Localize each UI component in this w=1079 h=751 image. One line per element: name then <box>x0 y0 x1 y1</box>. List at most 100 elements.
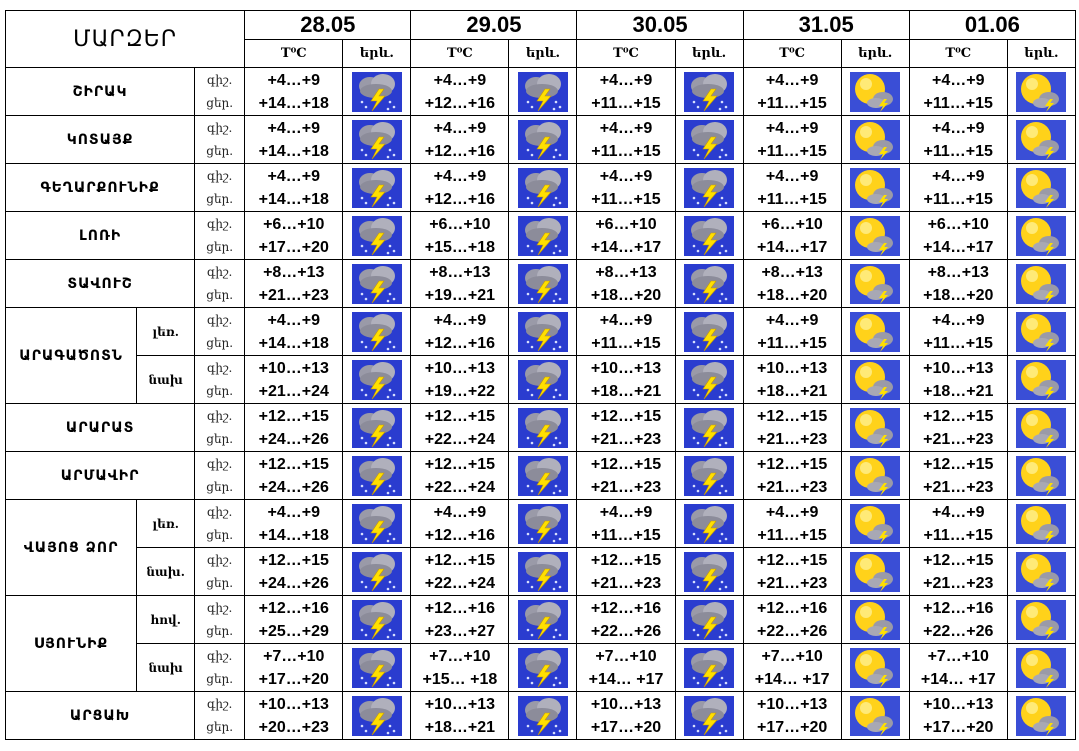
temperature-cell: +10…+13 +17…+20 <box>576 691 676 740</box>
night-temperature: +6…+10 <box>927 215 989 233</box>
night-temperature: +4…+9 <box>599 71 653 89</box>
region-name: ԿՈՏԱՅՔ <box>4 115 196 164</box>
weather-cell <box>1006 595 1077 644</box>
day-temperature: +22…+26 <box>923 622 994 640</box>
date-header: 01.06 <box>908 10 1077 40</box>
sun-behind-cloud-icon <box>1008 455 1074 496</box>
weather-cell <box>1006 547 1077 596</box>
temperature-cell: +8…+13 +18…+20 <box>576 259 676 308</box>
day-temperature: +12…+16 <box>424 142 496 160</box>
thunderstorm-icon <box>676 263 742 304</box>
day-label: ցեր. <box>206 143 234 158</box>
day-temperature: +17…+20 <box>258 670 329 688</box>
temperature-cell: +4…+9 +11…+15 <box>908 499 1008 548</box>
temperature-cell: +10…+13 +18…+21 <box>908 355 1008 404</box>
sun-behind-cloud-icon <box>842 359 908 400</box>
thunderstorm-icon <box>676 71 742 112</box>
day-temperature: +14…+17 <box>590 238 662 256</box>
night-temperature: +4…+9 <box>599 167 653 185</box>
region-name: ԱՐԱՐԱՏ <box>4 403 196 452</box>
sun-behind-cloud-icon <box>842 119 908 160</box>
temperature-cell: +4…+9 +11…+15 <box>576 499 676 548</box>
day-temperature: +11…+15 <box>757 526 827 544</box>
date-header: 31.05 <box>742 10 910 40</box>
weather-cell <box>342 163 412 212</box>
temperature-cell: +12…+16 +22…+26 <box>742 595 842 644</box>
thunderstorm-icon <box>676 551 742 592</box>
temperature-cell: +4…+9 +14…+18 <box>244 115 344 164</box>
night-temperature: +12…+16 <box>756 599 828 617</box>
day-night-labels: գիշ. ցեր. <box>194 451 246 500</box>
night-temperature: +12…+15 <box>756 455 828 473</box>
night-temperature: +10…+13 <box>258 695 329 713</box>
thunderstorm-icon <box>510 215 576 256</box>
temperature-cell: +6…+10 +17…+20 <box>244 211 344 260</box>
day-label: ցեր. <box>206 527 234 542</box>
temperature-cell: +4…+9 +11…+15 <box>742 115 842 164</box>
day-night-labels: գիշ. ցեր. <box>194 307 246 356</box>
night-temperature: +12…+16 <box>424 599 496 617</box>
day-night-labels: գիշ. ցեր. <box>194 115 246 164</box>
day-temperature: +24…+26 <box>258 430 329 448</box>
night-temperature: +12…+15 <box>258 551 329 569</box>
day-temperature: +14…+18 <box>258 94 329 112</box>
weather-column-header: երև. <box>1006 39 1077 68</box>
weather-cell <box>674 115 744 164</box>
thunderstorm-icon <box>510 695 576 736</box>
night-label: գիշ. <box>207 456 233 471</box>
sun-behind-cloud-icon <box>842 599 908 640</box>
weather-cell <box>674 691 744 740</box>
weather-cell <box>674 595 744 644</box>
day-label: ցեր. <box>206 335 234 350</box>
weather-cell <box>1006 691 1077 740</box>
weather-cell <box>1006 67 1077 116</box>
weather-cell <box>674 499 744 548</box>
temperature-cell: +4…+9 +11…+15 <box>742 67 842 116</box>
temperature-cell: +10…+13 +21…+24 <box>244 355 344 404</box>
forecast-table: ՄԱՐԶԵՐ 28.05 29.05 30.05 31.05 01.06 T⁰C… <box>4 10 1077 740</box>
night-temperature: +12…+15 <box>590 455 662 473</box>
weather-cell <box>508 355 578 404</box>
temperature-cell: +12…+15 +21…+23 <box>742 547 842 596</box>
sun-behind-cloud-icon <box>1008 599 1074 640</box>
day-label: ցեր. <box>206 623 234 638</box>
temperature-cell: +7…+10 +17…+20 <box>244 643 344 692</box>
night-label: գիշ. <box>207 504 233 519</box>
night-temperature: +6…+10 <box>263 215 325 233</box>
night-temperature: +4…+9 <box>433 503 487 521</box>
night-temperature: +12…+15 <box>590 551 662 569</box>
day-temperature: +22…+26 <box>590 622 662 640</box>
thunderstorm-icon <box>676 119 742 160</box>
temperature-cell: +10…+13 +18…+21 <box>410 691 510 740</box>
sun-behind-cloud-icon <box>842 215 908 256</box>
day-temperature: +23…+27 <box>424 622 496 640</box>
day-label: ցեր. <box>206 95 234 110</box>
night-temperature: +12…+15 <box>923 455 994 473</box>
day-temperature: +14… +17 <box>588 670 664 688</box>
thunderstorm-icon <box>344 71 410 112</box>
weather-cell <box>342 115 412 164</box>
temperature-column-header: T⁰C <box>576 39 676 68</box>
temperature-cell: +4…+9 +11…+15 <box>908 163 1008 212</box>
weather-cell <box>840 307 910 356</box>
day-label: ցեր. <box>206 479 234 494</box>
thunderstorm-icon <box>510 167 576 208</box>
day-temperature: +12…+16 <box>424 526 496 544</box>
table-row: ՍՅՈՒՆԻՔ հով. գիշ. ցեր. +12…+16 +25…+29 +12…+16… <box>4 595 1077 692</box>
region-name: ԳԵՂԱՐՔՈՒՆԻՔ <box>4 163 196 212</box>
weather-cell <box>342 595 412 644</box>
temperature-cell: +4…+9 +14…+18 <box>244 307 344 356</box>
night-temperature: +12…+15 <box>923 407 994 425</box>
night-temperature: +4…+9 <box>765 167 819 185</box>
temperature-cell: +4…+9 +11…+15 <box>576 163 676 212</box>
thunderstorm-icon <box>510 119 576 160</box>
night-temperature: +12…+15 <box>258 455 329 473</box>
day-temperature: +11…+15 <box>923 190 993 208</box>
night-label: գիշ. <box>207 408 233 423</box>
temperature-cell: +12…+15 +21…+23 <box>576 451 676 500</box>
day-temperature: +11…+15 <box>757 142 827 160</box>
weather-cell <box>1006 307 1077 356</box>
weather-cell <box>508 499 578 548</box>
temperature-cell: +8…+13 +18…+20 <box>908 259 1008 308</box>
night-label: գիշ. <box>207 552 233 567</box>
